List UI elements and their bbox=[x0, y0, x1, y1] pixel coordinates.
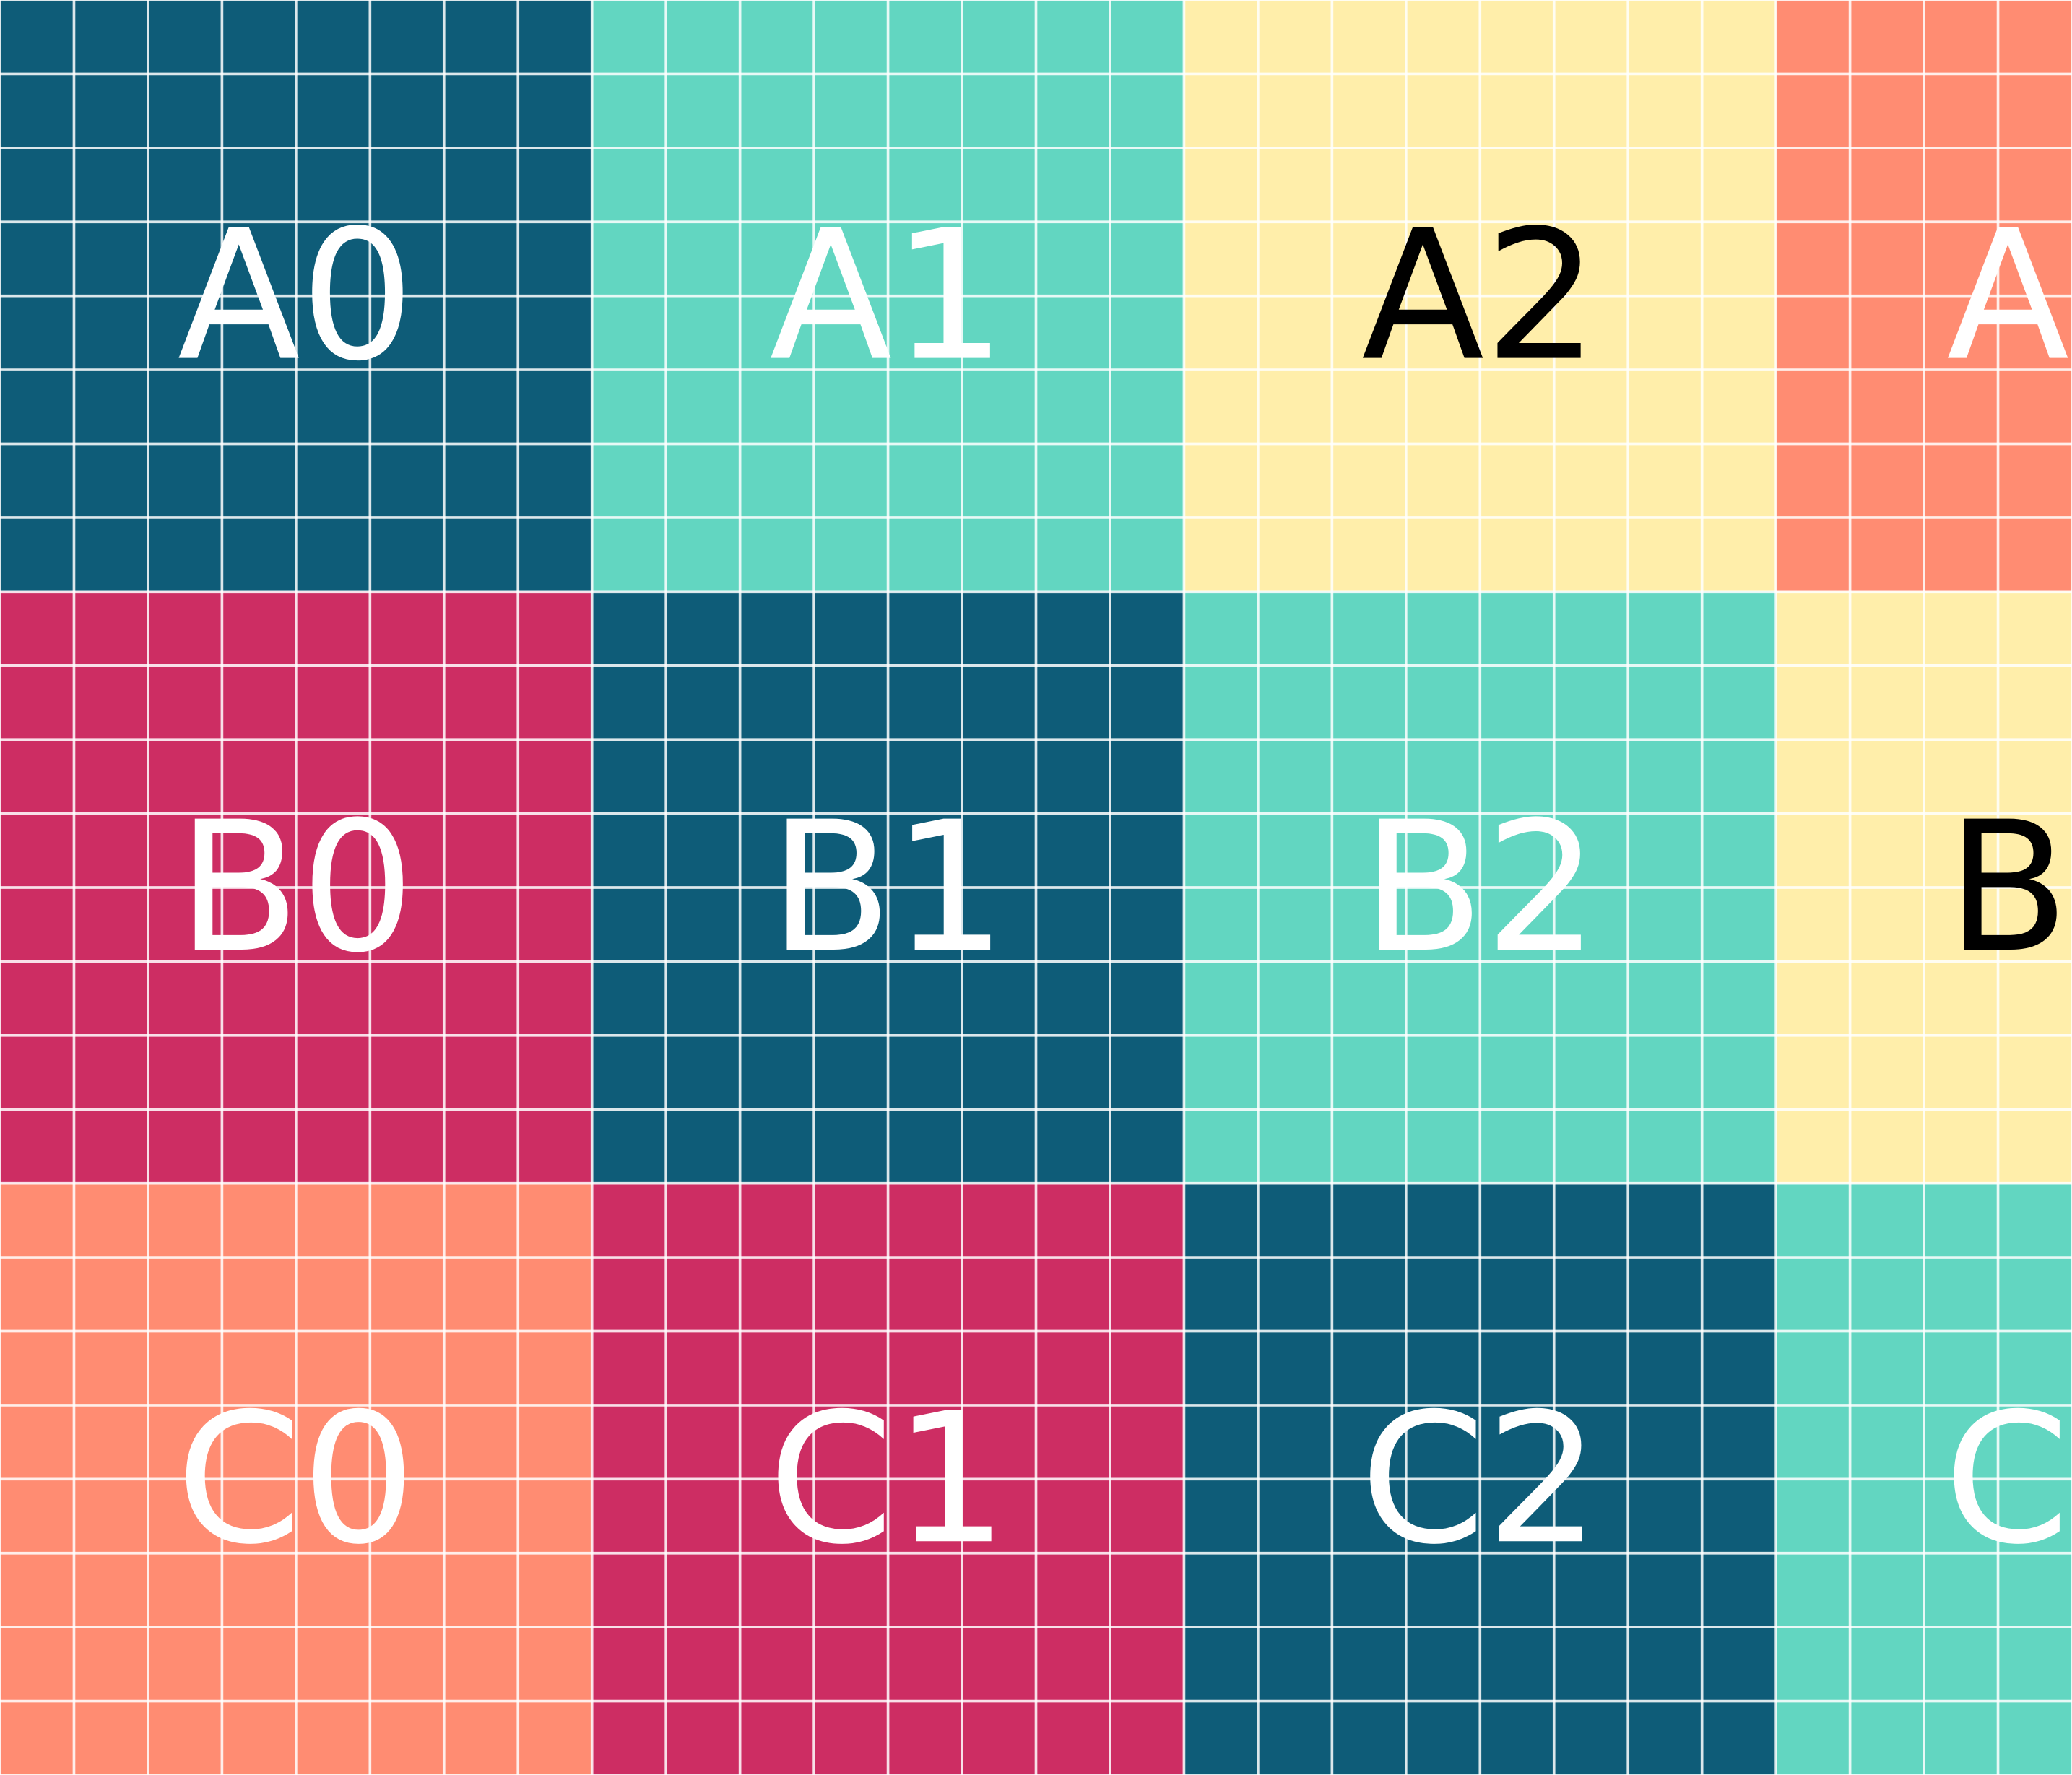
tile-label: B bbox=[1946, 783, 2070, 992]
tile-label: A bbox=[1946, 191, 2069, 401]
tile-label: B1 bbox=[769, 783, 1007, 992]
tile-label: C1 bbox=[768, 1374, 1008, 1584]
tile-label: B0 bbox=[177, 783, 415, 992]
tile-label: A2 bbox=[1361, 191, 1599, 401]
tile-label: C2 bbox=[1360, 1374, 1600, 1584]
tile-label: B2 bbox=[1361, 783, 1599, 992]
tile-label: C0 bbox=[176, 1374, 416, 1584]
tile-label: A1 bbox=[769, 191, 1007, 401]
tile-label: A0 bbox=[178, 191, 415, 401]
tile-label: C bbox=[1944, 1374, 2070, 1584]
